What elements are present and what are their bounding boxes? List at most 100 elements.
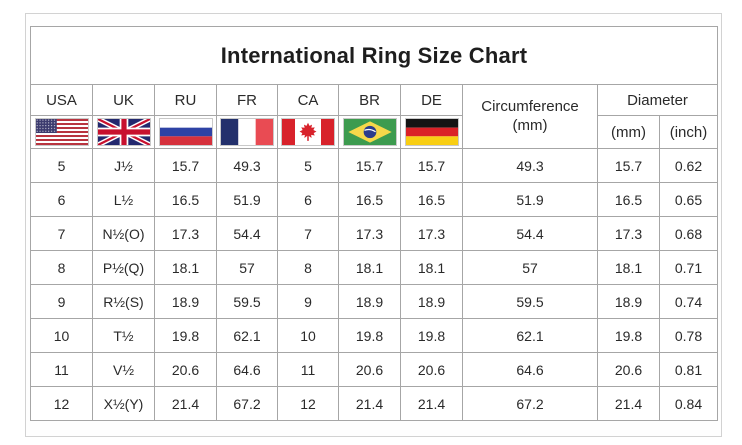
table-cell: 15.7 xyxy=(400,148,463,183)
col-header-ru: RU xyxy=(154,84,217,116)
table-cell: 59.5 xyxy=(462,284,598,319)
circumference-unit-label: (mm) xyxy=(512,116,548,134)
table-row: 7 N½(O) 17.3 54.4 7 17.3 17.3 54.4 17.3 0.68 xyxy=(30,216,718,251)
col-header-br: BR xyxy=(338,84,401,116)
usa-flag-cell xyxy=(30,115,93,149)
table-cell: 21.4 xyxy=(597,386,660,421)
table-row: 12 X½(Y) 21.4 67.2 12 21.4 21.4 67.2 21.4 0.84 xyxy=(30,386,718,421)
table-cell: J½ xyxy=(92,148,155,183)
table-cell: 18.1 xyxy=(400,250,463,285)
table-cell: 0.84 xyxy=(659,386,718,421)
table-cell: 0.68 xyxy=(659,216,718,251)
table-cell: 19.8 xyxy=(338,318,401,353)
table-cell: 17.3 xyxy=(154,216,217,251)
germany-flag-cell xyxy=(400,115,463,149)
table-cell: 62.1 xyxy=(462,318,598,353)
russia-flag-icon xyxy=(158,118,213,146)
table-cell: 18.1 xyxy=(154,250,217,285)
usa-flag-icon xyxy=(34,118,89,146)
table-cell: 18.9 xyxy=(154,284,217,319)
table-row: 11 V½ 20.6 64.6 11 20.6 20.6 64.6 20.6 0.81 xyxy=(30,352,718,387)
table-row: 10 T½ 19.8 62.1 10 19.8 19.8 62.1 19.8 0.78 xyxy=(30,318,718,353)
table-cell: 17.3 xyxy=(400,216,463,251)
table-cell: 64.6 xyxy=(216,352,278,387)
col-subheader-diameter-inch: (inch) xyxy=(659,115,718,149)
table-cell: 59.5 xyxy=(216,284,278,319)
table-cell: 0.78 xyxy=(659,318,718,353)
table-cell: 18.9 xyxy=(400,284,463,319)
col-subheader-diameter-mm: (mm) xyxy=(597,115,660,149)
table-cell: 20.6 xyxy=(597,352,660,387)
col-header-fr: FR xyxy=(216,84,278,116)
table-cell: 19.8 xyxy=(597,318,660,353)
table-cell: T½ xyxy=(92,318,155,353)
table-cell: L½ xyxy=(92,182,155,217)
uk-flag-cell xyxy=(92,115,155,149)
table-cell: 57 xyxy=(462,250,598,285)
table-cell: 10 xyxy=(277,318,339,353)
table-cell: N½(O) xyxy=(92,216,155,251)
russia-flag-cell xyxy=(154,115,217,149)
brazil-flag-icon xyxy=(342,118,397,146)
chart-frame: International Ring Size Chart USA UK RU … xyxy=(25,13,722,437)
table-row: 6 L½ 16.5 51.9 6 16.5 16.5 51.9 16.5 0.65 xyxy=(30,182,718,217)
table-cell: 16.5 xyxy=(154,182,217,217)
france-flag-icon xyxy=(220,118,274,146)
canada-flag-icon xyxy=(281,118,335,146)
table-cell: 12 xyxy=(30,386,93,421)
table-cell: 51.9 xyxy=(216,182,278,217)
table-cell: 16.5 xyxy=(338,182,401,217)
table-cell: 51.9 xyxy=(462,182,598,217)
table-row: 5 J½ 15.7 49.3 5 15.7 15.7 49.3 15.7 0.62 xyxy=(30,148,718,183)
table-cell: 0.65 xyxy=(659,182,718,217)
table-cell: 16.5 xyxy=(400,182,463,217)
table-row: 9 R½(S) 18.9 59.5 9 18.9 18.9 59.5 18.9 0.74 xyxy=(30,284,718,319)
table-cell: 15.7 xyxy=(338,148,401,183)
table-cell: 21.4 xyxy=(338,386,401,421)
table-cell: 5 xyxy=(277,148,339,183)
table-cell: 6 xyxy=(277,182,339,217)
france-flag-cell xyxy=(216,115,278,149)
ring-size-table: International Ring Size Chart USA UK RU … xyxy=(30,26,718,421)
table-cell: 5 xyxy=(30,148,93,183)
col-header-de: DE xyxy=(400,84,463,116)
header-flags-row: (mm) (inch) xyxy=(30,115,718,149)
table-cell: 64.6 xyxy=(462,352,598,387)
header-labels-row: USA UK RU FR CA BR DE Circumference (mm)… xyxy=(30,84,718,149)
table-cell: 20.6 xyxy=(338,352,401,387)
canada-flag-cell xyxy=(277,115,339,149)
table-cell: 7 xyxy=(277,216,339,251)
table-cell: 10 xyxy=(30,318,93,353)
table-cell: V½ xyxy=(92,352,155,387)
table-cell: 54.4 xyxy=(216,216,278,251)
col-header-usa: USA xyxy=(30,84,93,116)
table-cell: 19.8 xyxy=(400,318,463,353)
table-cell: 11 xyxy=(277,352,339,387)
uk-flag-icon xyxy=(96,118,151,146)
table-row: 8 P½(Q) 18.1 57 8 18.1 18.1 57 18.1 0.71 xyxy=(30,250,718,285)
table-cell: 18.1 xyxy=(338,250,401,285)
table-cell: 18.1 xyxy=(597,250,660,285)
col-header-ca: CA xyxy=(277,84,339,116)
germany-flag-icon xyxy=(404,118,459,146)
table-cell: 8 xyxy=(30,250,93,285)
table-cell: 9 xyxy=(30,284,93,319)
brazil-flag-cell xyxy=(338,115,401,149)
table-cell: 57 xyxy=(216,250,278,285)
table-cell: 49.3 xyxy=(216,148,278,183)
table-cell: 8 xyxy=(277,250,339,285)
table-cell: X½(Y) xyxy=(92,386,155,421)
table-cell: P½(Q) xyxy=(92,250,155,285)
table-cell: 11 xyxy=(30,352,93,387)
col-header-diameter: Diameter xyxy=(597,84,718,116)
table-cell: 0.74 xyxy=(659,284,718,319)
table-cell: 0.81 xyxy=(659,352,718,387)
table-cell: 12 xyxy=(277,386,339,421)
col-header-circumference: Circumference (mm) xyxy=(462,84,598,149)
title-row: International Ring Size Chart xyxy=(30,26,718,85)
table-cell: 20.6 xyxy=(400,352,463,387)
table-cell: 49.3 xyxy=(462,148,598,183)
table-cell: 19.8 xyxy=(154,318,217,353)
table-cell: 17.3 xyxy=(597,216,660,251)
table-cell: 17.3 xyxy=(338,216,401,251)
